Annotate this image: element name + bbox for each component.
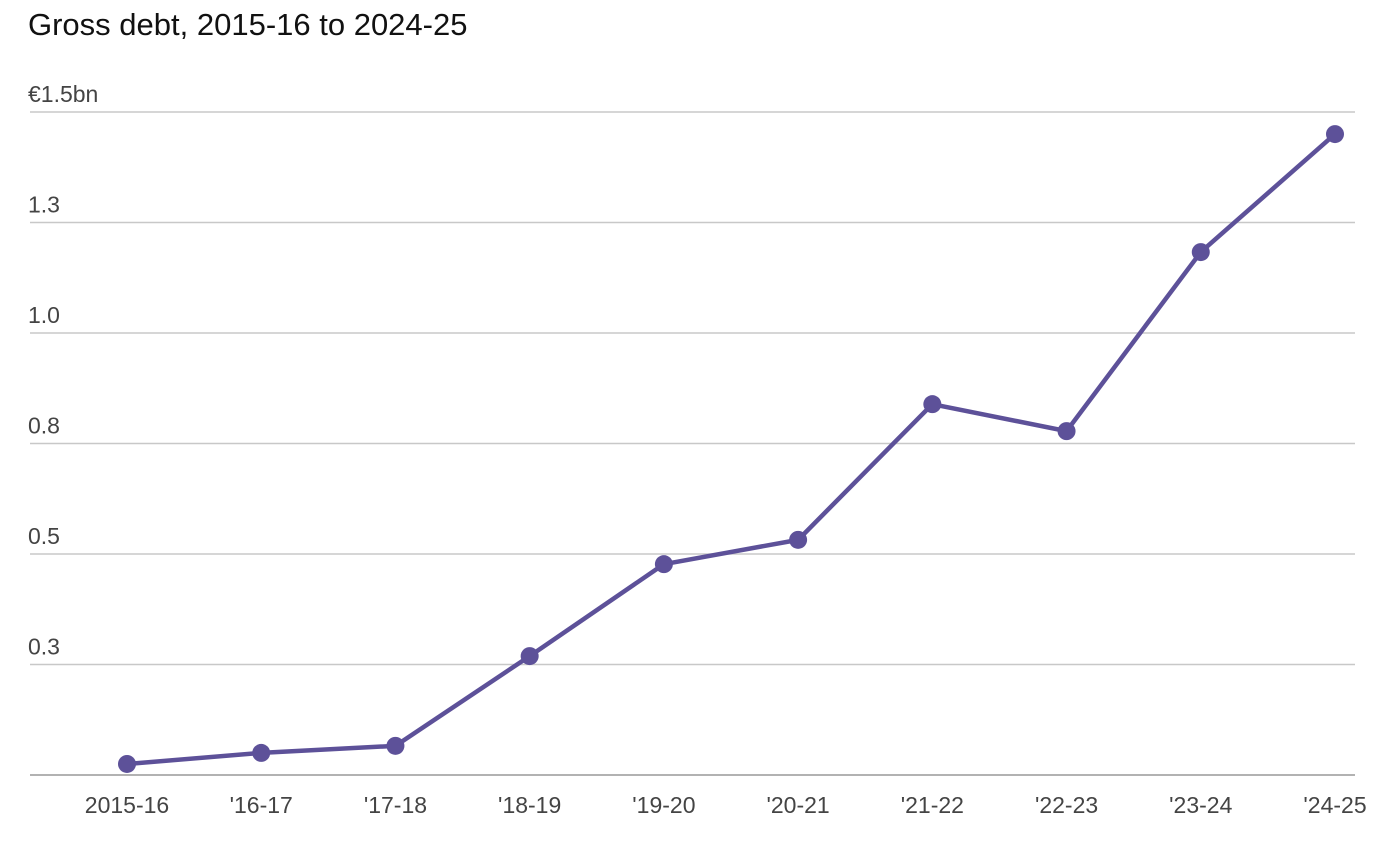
x-tick-label: '16-17 (230, 792, 293, 818)
y-tick-label: 1.3 (28, 192, 60, 218)
point (1326, 125, 1344, 144)
line (126, 132, 1337, 767)
x-tick-label: '21-22 (901, 792, 964, 818)
point (654, 555, 673, 574)
point (789, 530, 808, 549)
point (252, 743, 271, 762)
x-tick-label: 2015-16 (85, 792, 169, 818)
point (923, 395, 942, 414)
x-tick-label: '23-24 (1169, 792, 1232, 818)
y-tick-label: 0.5 (28, 523, 60, 549)
y-tick-label: 1.0 (28, 302, 60, 328)
point (118, 754, 136, 773)
point (1057, 422, 1076, 441)
point (386, 736, 405, 755)
x-tick-label: '24-25 (1303, 792, 1366, 818)
y-tick-label: €1.5bn (28, 81, 98, 107)
y-tick-label: 0.3 (28, 634, 60, 660)
point (1191, 243, 1210, 262)
x-tick-label: '22-23 (1035, 792, 1098, 818)
x-tick-label: '18-19 (498, 792, 561, 818)
point (520, 647, 539, 666)
x-tick-label: '19-20 (632, 792, 695, 818)
x-tick-label: '17-18 (364, 792, 427, 818)
chart-title: Gross debt, 2015-16 to 2024-25 (28, 7, 467, 42)
x-tick-label: '20-21 (767, 792, 830, 818)
y-tick-label: 0.8 (28, 413, 60, 439)
